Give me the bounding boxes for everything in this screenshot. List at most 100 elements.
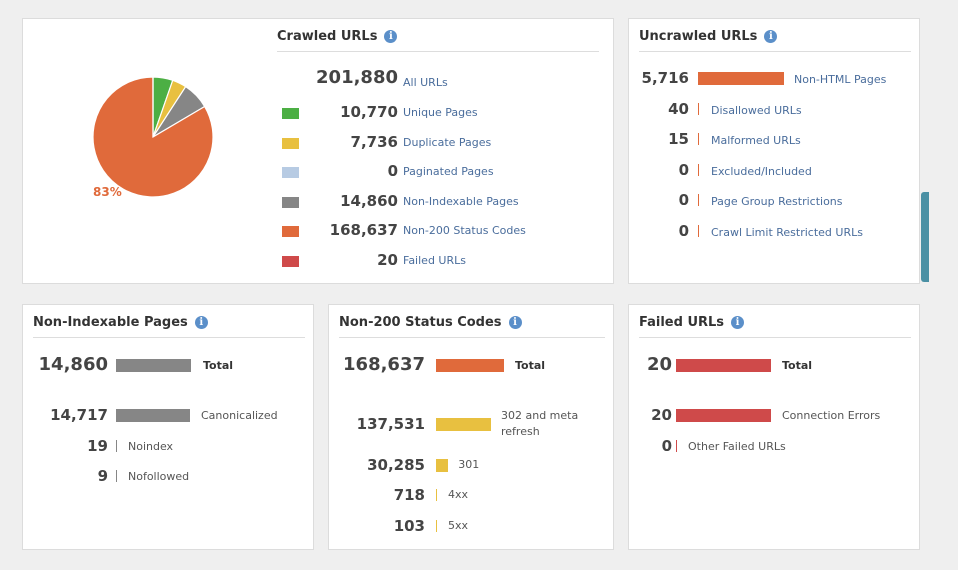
non-indexable-pages-link[interactable]: Non-Indexable Pages bbox=[403, 194, 519, 208]
malformed-urls-bar bbox=[698, 133, 699, 146]
duplicate-pages-value: 7,736 bbox=[350, 132, 398, 151]
failed-urls-value: 20 bbox=[377, 251, 398, 269]
unique-pages-swatch bbox=[282, 108, 299, 119]
info-icon[interactable]: i bbox=[764, 30, 778, 43]
title-divider bbox=[277, 51, 599, 52]
unique-pages-value: 10,770 bbox=[340, 103, 398, 121]
total-label: Total bbox=[515, 359, 546, 372]
4xx-value: 718 bbox=[393, 486, 425, 504]
302-and-meta-value: 137,531 bbox=[356, 415, 425, 433]
noindex-value: 19 bbox=[87, 436, 108, 455]
excluded-included-link[interactable]: Excluded/Included bbox=[711, 164, 812, 178]
total-bar bbox=[116, 359, 191, 372]
crawl-limit-restricted-urls-link[interactable]: Crawl Limit Restricted URLs bbox=[711, 226, 863, 239]
total-bar bbox=[676, 359, 771, 372]
duplicate-pages-swatch bbox=[282, 137, 299, 149]
non-indexable-pages-value: 14,860 bbox=[340, 191, 398, 210]
canonicalized-value: 14,717 bbox=[50, 406, 108, 424]
malformed-urls-link[interactable]: Malformed URLs bbox=[711, 134, 801, 148]
non-indexable-title-text: Non-Indexable Pages bbox=[33, 315, 188, 330]
non-200-status-codes-value: 168,637 bbox=[329, 221, 398, 240]
pie-percent-label: 83% bbox=[93, 185, 122, 199]
301-value: 30,285 bbox=[367, 456, 425, 474]
canonicalized-bar bbox=[116, 409, 191, 422]
crawled-urls-title: Crawled URLs i bbox=[277, 29, 398, 44]
disallowed-urls-link[interactable]: Disallowed URLs bbox=[711, 103, 802, 117]
non200-title: Non-200 Status Codes i bbox=[339, 315, 522, 330]
info-icon[interactable]: i bbox=[508, 316, 522, 329]
canonicalized-label: Canonicalized bbox=[201, 409, 278, 422]
title-divider bbox=[639, 337, 911, 338]
non200-panel: Non-200 Status Codes i 168,637 Total 137,53… bbox=[328, 304, 614, 550]
page-group-restrictions-value: 0 bbox=[678, 191, 689, 210]
failed-urls-panel: Failed URLs i 20 Total 20 Connection Errors 0… bbox=[628, 304, 920, 550]
uncrawled-urls-title-text: Uncrawled URLs bbox=[639, 29, 758, 44]
301-label: 301 bbox=[458, 458, 480, 471]
uncrawled-urls-title: Uncrawled URLs i bbox=[639, 29, 778, 44]
total-value: 20 bbox=[646, 354, 672, 375]
302-and-meta-label-line2: refresh bbox=[501, 425, 540, 438]
302-and-meta-bar bbox=[436, 418, 492, 431]
paginated-pages-link[interactable]: Paginated Pages bbox=[403, 165, 494, 179]
crawled-urls-panel: 83% Crawled URLs i 201,880 All URLs 10,77… bbox=[22, 18, 614, 284]
nofollowed-value: 9 bbox=[97, 467, 108, 485]
nofollowed-bar bbox=[116, 470, 117, 482]
total-label: Total bbox=[203, 359, 234, 372]
info-icon[interactable]: i bbox=[731, 316, 745, 329]
non-200-status-codes-link[interactable]: Non-200 Status Codes bbox=[403, 224, 526, 238]
non-html-pages-link[interactable]: Non-HTML Pages bbox=[794, 73, 887, 86]
excluded-included-bar bbox=[698, 163, 699, 176]
failed-urls-title: Failed URLs i bbox=[639, 315, 745, 330]
title-divider bbox=[639, 51, 911, 52]
failed-urls-swatch bbox=[282, 256, 299, 267]
4xx-label: 4xx bbox=[448, 488, 469, 501]
info-icon[interactable]: i bbox=[384, 30, 398, 43]
paginated-pages-value: 0 bbox=[387, 162, 398, 181]
301-bar bbox=[436, 459, 449, 472]
page-group-restrictions-bar bbox=[698, 194, 699, 207]
302-and-meta-label: 302 and meta bbox=[501, 409, 579, 422]
4xx-bar bbox=[436, 489, 437, 501]
failed-urls-link[interactable]: Failed URLs bbox=[403, 254, 466, 267]
non-html-pages-bar bbox=[698, 72, 784, 85]
non-indexable-title: Non-Indexable Pages i bbox=[33, 315, 208, 330]
uncrawled-urls-panel: Uncrawled URLs i 5,716 Non-HTML Pages 40 Dis… bbox=[628, 18, 920, 284]
crawled-pie-chart bbox=[92, 76, 214, 198]
paginated-pages-swatch bbox=[282, 167, 299, 179]
failed-urls-title-text: Failed URLs bbox=[639, 315, 725, 330]
side-scroll-handle[interactable] bbox=[921, 192, 929, 282]
other-failed-urls-label: Other Failed URLs bbox=[688, 439, 786, 453]
crawl-limit-restricted-urls-bar bbox=[698, 225, 699, 237]
other-failed-urls-bar bbox=[676, 439, 677, 452]
crawl-limit-restricted-urls-value: 0 bbox=[678, 222, 689, 240]
total-label: Total bbox=[782, 359, 813, 372]
title-divider bbox=[339, 337, 605, 338]
noindex-label: Noindex bbox=[128, 439, 174, 453]
non-200-status-codes-swatch bbox=[282, 226, 299, 238]
connection-errors-bar bbox=[676, 409, 771, 422]
non-html-pages-value: 5,716 bbox=[641, 69, 689, 87]
all-urls-link[interactable]: All URLs bbox=[403, 76, 448, 89]
page-group-restrictions-link[interactable]: Page Group Restrictions bbox=[711, 195, 843, 209]
total-value: 14,860 bbox=[38, 354, 108, 375]
crawled-urls-title-text: Crawled URLs bbox=[277, 29, 378, 44]
non-indexable-pages-swatch bbox=[282, 196, 299, 208]
disallowed-urls-value: 40 bbox=[668, 99, 689, 118]
nofollowed-label: Nofollowed bbox=[128, 470, 190, 483]
duplicate-pages-link[interactable]: Duplicate Pages bbox=[403, 135, 492, 149]
excluded-included-value: 0 bbox=[678, 160, 689, 179]
connection-errors-label: Connection Errors bbox=[782, 409, 881, 422]
all-urls-value: 201,880 bbox=[316, 67, 398, 88]
unique-pages-link[interactable]: Unique Pages bbox=[403, 106, 478, 119]
total-bar bbox=[436, 359, 504, 372]
5xx-value: 103 bbox=[393, 517, 425, 535]
noindex-bar bbox=[116, 439, 117, 452]
info-icon[interactable]: i bbox=[194, 316, 208, 329]
disallowed-urls-bar bbox=[698, 102, 699, 115]
non200-title-text: Non-200 Status Codes bbox=[339, 315, 502, 330]
5xx-bar bbox=[436, 520, 437, 532]
5xx-label: 5xx bbox=[448, 519, 469, 532]
total-value: 168,637 bbox=[343, 354, 425, 375]
non-indexable-panel: Non-Indexable Pages i 14,860 Total 14,717 Ca… bbox=[22, 304, 314, 550]
pie-slice-non-200-status-codes[interactable] bbox=[92, 76, 214, 198]
